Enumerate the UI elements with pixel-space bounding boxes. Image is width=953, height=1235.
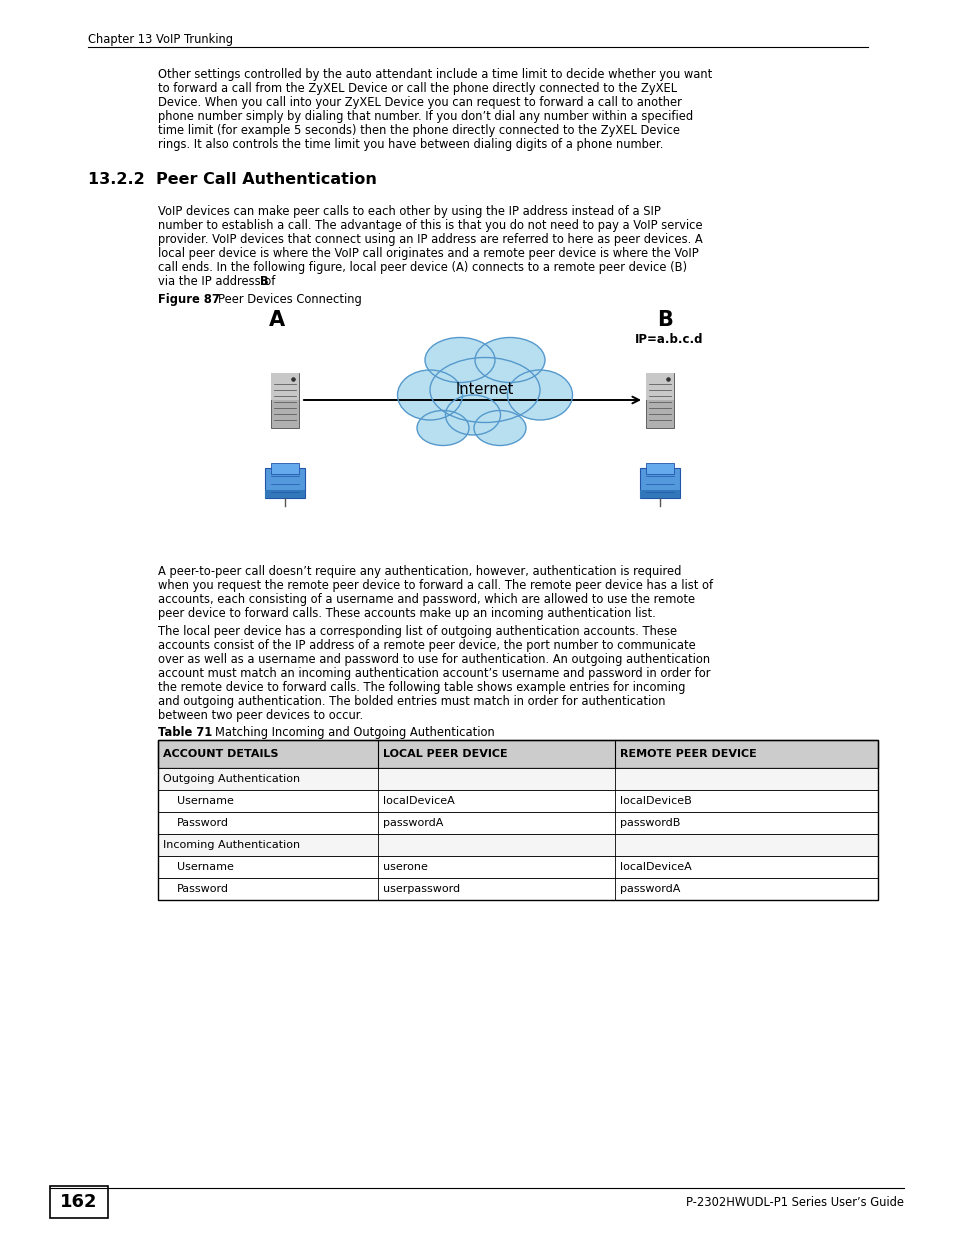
Text: 13.2.2  Peer Call Authentication: 13.2.2 Peer Call Authentication (88, 172, 376, 186)
Text: Other settings controlled by the auto attendant include a time limit to decide w: Other settings controlled by the auto at… (158, 68, 712, 82)
Bar (158, 768, 877, 790)
Text: localDeviceB: localDeviceB (619, 797, 691, 806)
Ellipse shape (507, 370, 572, 420)
Text: phone number simply by dialing that number. If you don’t dial any number within : phone number simply by dialing that numb… (158, 110, 693, 124)
Text: Username: Username (177, 862, 233, 872)
Text: provider. VoIP devices that connect using an IP address are referred to here as : provider. VoIP devices that connect usin… (158, 233, 702, 246)
Text: The local peer device has a corresponding list of outgoing authentication accoun: The local peer device has a correspondin… (158, 625, 677, 638)
Ellipse shape (430, 357, 539, 422)
Text: time limit (for example 5 seconds) then the phone directly connected to the ZyXE: time limit (for example 5 seconds) then … (158, 124, 679, 137)
Text: A peer-to-peer call doesn’t require any authentication, however, authentication : A peer-to-peer call doesn’t require any … (158, 564, 680, 578)
Text: A: A (269, 310, 285, 330)
Ellipse shape (445, 395, 500, 435)
Bar (639, 490, 679, 498)
Bar (265, 490, 305, 498)
Text: passwordB: passwordB (619, 818, 679, 827)
Text: Incoming Authentication: Incoming Authentication (163, 840, 300, 850)
Text: Chapter 13 VoIP Trunking: Chapter 13 VoIP Trunking (88, 33, 233, 46)
Text: and outgoing authentication. The bolded entries must match in order for authenti: and outgoing authentication. The bolded … (158, 695, 665, 708)
Text: Username: Username (177, 797, 233, 806)
Bar (158, 811, 877, 834)
Bar (271, 463, 298, 474)
Text: P-2302HWUDL-P1 Series User’s Guide: P-2302HWUDL-P1 Series User’s Guide (685, 1195, 903, 1209)
Text: peer device to forward calls. These accounts make up an incoming authentication : peer device to forward calls. These acco… (158, 606, 655, 620)
Text: localDeviceA: localDeviceA (382, 797, 454, 806)
Text: Password: Password (177, 884, 229, 894)
Text: local peer device is where the VoIP call originates and a remote peer device is : local peer device is where the VoIP call… (158, 247, 698, 261)
Text: B: B (259, 275, 268, 288)
Bar (645, 373, 673, 400)
Text: the remote device to forward calls. The following table shows example entries fo: the remote device to forward calls. The … (158, 680, 684, 694)
Text: .: . (266, 275, 270, 288)
Text: passwordA: passwordA (382, 818, 442, 827)
Text: Device. When you call into your ZyXEL Device you can request to forward a call t: Device. When you call into your ZyXEL De… (158, 96, 681, 109)
Text: Password: Password (177, 818, 229, 827)
Bar (271, 373, 298, 427)
Text: Internet: Internet (456, 383, 514, 398)
Text: LOCAL PEER DEVICE: LOCAL PEER DEVICE (382, 748, 507, 760)
Text: REMOTE PEER DEVICE: REMOTE PEER DEVICE (619, 748, 756, 760)
Bar (158, 878, 877, 900)
Bar (639, 468, 679, 498)
Text: passwordA: passwordA (619, 884, 679, 894)
Text: Table 71: Table 71 (158, 726, 212, 739)
Text: userone: userone (382, 862, 427, 872)
Text: Figure 87: Figure 87 (158, 293, 219, 306)
Text: Outgoing Authentication: Outgoing Authentication (163, 774, 300, 784)
Text: rings. It also controls the time limit you have between dialing digits of a phon: rings. It also controls the time limit y… (158, 138, 662, 151)
Text: account must match an incoming authentication account’s username and password in: account must match an incoming authentic… (158, 667, 710, 680)
Text: between two peer devices to occur.: between two peer devices to occur. (158, 709, 363, 722)
Text: over as well as a username and password to use for authentication. An outgoing a: over as well as a username and password … (158, 653, 709, 666)
Ellipse shape (424, 337, 495, 383)
Text: B: B (657, 310, 672, 330)
Ellipse shape (397, 370, 462, 420)
Text: accounts, each consisting of a username and password, which are allowed to use t: accounts, each consisting of a username … (158, 593, 695, 606)
Bar (158, 740, 877, 768)
Bar (50, 1186, 108, 1218)
Bar (158, 856, 877, 878)
Text: IP=a.b.c.d: IP=a.b.c.d (635, 333, 702, 346)
Text: Peer Devices Connecting: Peer Devices Connecting (218, 293, 361, 306)
Text: VoIP devices can make peer calls to each other by using the IP address instead o: VoIP devices can make peer calls to each… (158, 205, 660, 219)
Ellipse shape (416, 410, 469, 446)
Text: when you request the remote peer device to forward a call. The remote peer devic: when you request the remote peer device … (158, 579, 713, 592)
Bar (645, 463, 673, 474)
Ellipse shape (474, 410, 525, 446)
Bar (265, 468, 305, 498)
Text: number to establish a call. The advantage of this is that you do not need to pay: number to establish a call. The advantag… (158, 219, 702, 232)
Text: 162: 162 (60, 1193, 97, 1212)
Ellipse shape (475, 337, 544, 383)
Text: call ends. In the following figure, local peer device (A) connects to a remote p: call ends. In the following figure, loca… (158, 261, 686, 274)
Text: ACCOUNT DETAILS: ACCOUNT DETAILS (163, 748, 278, 760)
Bar (158, 740, 877, 900)
Bar (158, 834, 877, 856)
Text: to forward a call from the ZyXEL Device or call the phone directly connected to : to forward a call from the ZyXEL Device … (158, 82, 677, 95)
Text: Matching Incoming and Outgoing Authentication: Matching Incoming and Outgoing Authentic… (214, 726, 495, 739)
Text: via the IP address of: via the IP address of (158, 275, 278, 288)
Text: accounts consist of the IP address of a remote peer device, the port number to c: accounts consist of the IP address of a … (158, 638, 695, 652)
Text: userpassword: userpassword (382, 884, 459, 894)
Bar (158, 790, 877, 811)
Bar (271, 373, 298, 400)
Bar (645, 373, 673, 427)
Text: localDeviceA: localDeviceA (619, 862, 691, 872)
